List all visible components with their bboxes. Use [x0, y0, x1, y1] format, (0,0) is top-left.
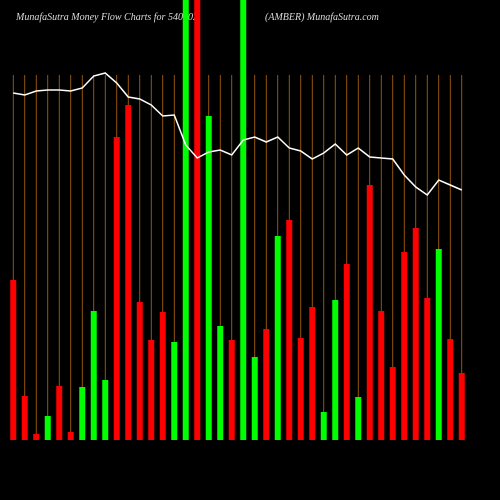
bar: [10, 280, 17, 440]
bar: [251, 357, 258, 440]
bar: [332, 300, 339, 440]
bar: [366, 185, 373, 440]
bar: [263, 329, 270, 440]
bar: [90, 311, 97, 440]
bar: [44, 416, 51, 440]
bar: [274, 236, 281, 440]
bar: [435, 249, 442, 440]
bar: [205, 116, 212, 440]
bar: [33, 434, 40, 440]
bar: [194, 0, 201, 440]
bar: [401, 252, 408, 440]
bar: [355, 397, 362, 440]
chart-title: MunafaSutra Money Flow Charts for 540902: [15, 12, 198, 23]
bar: [458, 373, 465, 440]
bar: [56, 386, 63, 440]
bar: [447, 339, 454, 440]
bar: [21, 396, 28, 440]
bar: [343, 264, 350, 440]
chart-subtitle: (AMBER) MunafaSutra.com: [265, 12, 379, 23]
bar: [102, 380, 109, 440]
bar: [113, 137, 120, 440]
bar: [136, 302, 143, 440]
bar: [297, 338, 304, 440]
line: [13, 72, 463, 197]
bar: [217, 326, 224, 440]
bar: [125, 105, 132, 440]
bar: [412, 228, 419, 440]
bar: [67, 432, 74, 440]
bar: [240, 0, 247, 440]
bar: [378, 311, 385, 440]
bar: [389, 367, 396, 440]
bar: [320, 412, 327, 440]
bar: [148, 340, 155, 440]
bar: [159, 312, 166, 440]
bar: [286, 220, 293, 440]
bar: [309, 307, 316, 440]
bar: [228, 340, 235, 440]
bar: [182, 0, 189, 440]
bar: [424, 298, 431, 440]
bar: [79, 387, 86, 440]
bar: [171, 342, 178, 440]
